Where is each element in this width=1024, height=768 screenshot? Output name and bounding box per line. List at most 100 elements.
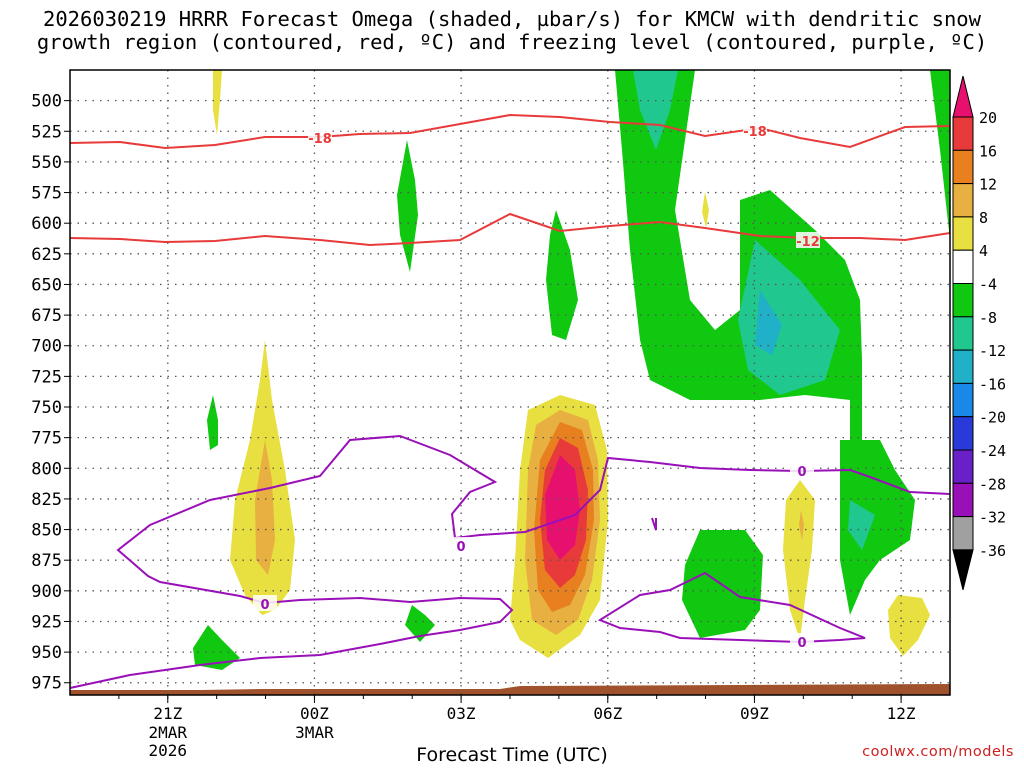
contour-label-bg (449, 537, 473, 553)
chart-title-line2: growth region (contoured, red, ºC) and f… (36, 30, 988, 54)
omega-region-teal-upper (633, 70, 678, 150)
x-tick-year: 2026 (149, 741, 188, 760)
colorbar-label: 4 (979, 242, 988, 260)
y-tick-label: 850 (31, 521, 62, 541)
colorbar-label: 20 (979, 109, 997, 127)
colorbar-label: -20 (979, 409, 1006, 427)
omega-region-orange-right-lower (799, 510, 804, 540)
omega-region-cyan-mid (755, 290, 782, 355)
omega-region-green-735 (207, 395, 218, 450)
colorbar-segment (952, 449, 974, 484)
colorbar-label: -8 (979, 309, 997, 327)
y-tick-label: 600 (31, 214, 62, 234)
colorbar-label: -36 (979, 542, 1006, 560)
omega-region-yellow-right-925 (888, 595, 930, 656)
colorbar-label: -24 (979, 442, 1006, 460)
x-tick-label: 21Z (153, 704, 182, 723)
y-tick-label: 900 (31, 582, 62, 602)
omega-region-yellow-right-lower (783, 480, 815, 640)
omega-region-teal-lower-right (848, 500, 875, 550)
x-tick-label: 12Z (887, 704, 916, 723)
credit-text: coolwx.com/models (862, 744, 1014, 760)
colorbar-label: 12 (979, 176, 997, 194)
contour-label-bg (790, 462, 814, 478)
contour-labels: -18 -18 -12 0 0 0 0 (253, 122, 820, 651)
y-tick-label: 700 (31, 337, 62, 357)
x-axis-label: Forecast Time (UTC) (416, 744, 608, 766)
omega-region-green-910 (405, 605, 435, 642)
omega-region-yellow-500 (213, 70, 222, 135)
colorbar-label: 8 (979, 209, 988, 227)
y-tick-label: 675 (31, 306, 62, 326)
colorbar-segment (952, 183, 974, 218)
colorbar-top-arrow (952, 75, 974, 118)
contour-lines (69, 113, 951, 689)
y-tick-label: 625 (31, 245, 62, 265)
y-tick-label: 525 (31, 122, 62, 142)
y-tick-label: 950 (31, 643, 62, 663)
x-tick-label: 00Z (300, 704, 329, 723)
colorbar-label: -4 (979, 276, 997, 294)
x-tick-label: 06Z (593, 704, 622, 723)
omega-region-magenta-central (545, 455, 580, 560)
y-tick-label: 750 (31, 398, 62, 418)
colorbar-segment (952, 382, 974, 418)
y-tick-label: 875 (31, 551, 62, 571)
freezing-level-small (651, 517, 657, 531)
omega-region-yellow-575 (702, 192, 709, 228)
colorbar-label: -12 (979, 342, 1006, 360)
terrain-fill (70, 684, 950, 695)
contour-label: 0 (797, 465, 806, 480)
colorbar-segment (952, 349, 974, 384)
colorbar-label: -28 (979, 475, 1006, 493)
y-tick-label: 925 (31, 612, 62, 632)
omega-region-green-lower-right (840, 440, 915, 615)
contour-label: 0 (456, 540, 465, 555)
omega-region-green-550 (397, 140, 418, 272)
freezing-level-upper (69, 434, 951, 689)
x-tick-date: 2MAR (149, 723, 188, 742)
y-tick-label: 775 (31, 429, 62, 449)
colorbar-segment (952, 316, 974, 351)
x-tick-date: 3MAR (295, 723, 334, 742)
colorbar-label: -16 (979, 375, 1006, 393)
contour-label: 0 (260, 598, 269, 613)
omega-shading (70, 70, 950, 695)
colorbar-segment (952, 482, 974, 518)
contour-label: -12 (796, 235, 820, 250)
colorbar-segment (952, 283, 974, 318)
contour-label: 0 (797, 636, 806, 651)
contour-label-bg (796, 232, 820, 248)
y-tick-label: 650 (31, 275, 62, 295)
contour-label-bg (743, 122, 767, 138)
contour-label-bg (308, 129, 332, 145)
y-tick-label: 500 (31, 92, 62, 112)
y-tick-label: 550 (31, 153, 62, 173)
contour-label-bg (253, 595, 277, 611)
chart-title-line1: 2026030219 HRRR Forecast Omega (shaded, … (43, 7, 981, 31)
colorbar-bottom-arrow (952, 549, 974, 591)
contour-label-bg (790, 633, 814, 649)
colorbar-label: 16 (979, 142, 997, 160)
y-tick-label: 975 (31, 674, 62, 694)
omega-region-teal-mid (738, 240, 840, 395)
y-axis: 500 525 550 575 600 625 650 675 700 725 750 775 800 8… (31, 92, 70, 694)
colorbar-segment (952, 249, 974, 284)
omega-region-green-925 (193, 625, 240, 670)
colorbar-segment (952, 216, 974, 251)
y-tick-label: 800 (31, 459, 62, 479)
x-tick-label: 03Z (447, 704, 476, 723)
contour-label: -18 (743, 125, 767, 140)
colorbar-segment (952, 516, 974, 551)
colorbar-segment (952, 116, 974, 151)
omega-region-green-600 (546, 210, 578, 340)
y-tick-label: 825 (31, 490, 62, 510)
colorbar-segment (952, 416, 974, 451)
x-tick-label: 09Z (740, 704, 769, 723)
dgz-contour-minus18 (69, 113, 951, 150)
colorbar-label: -32 (979, 509, 1006, 527)
colorbar-segment (952, 149, 974, 185)
omega-region-green-right-edge (930, 70, 950, 240)
